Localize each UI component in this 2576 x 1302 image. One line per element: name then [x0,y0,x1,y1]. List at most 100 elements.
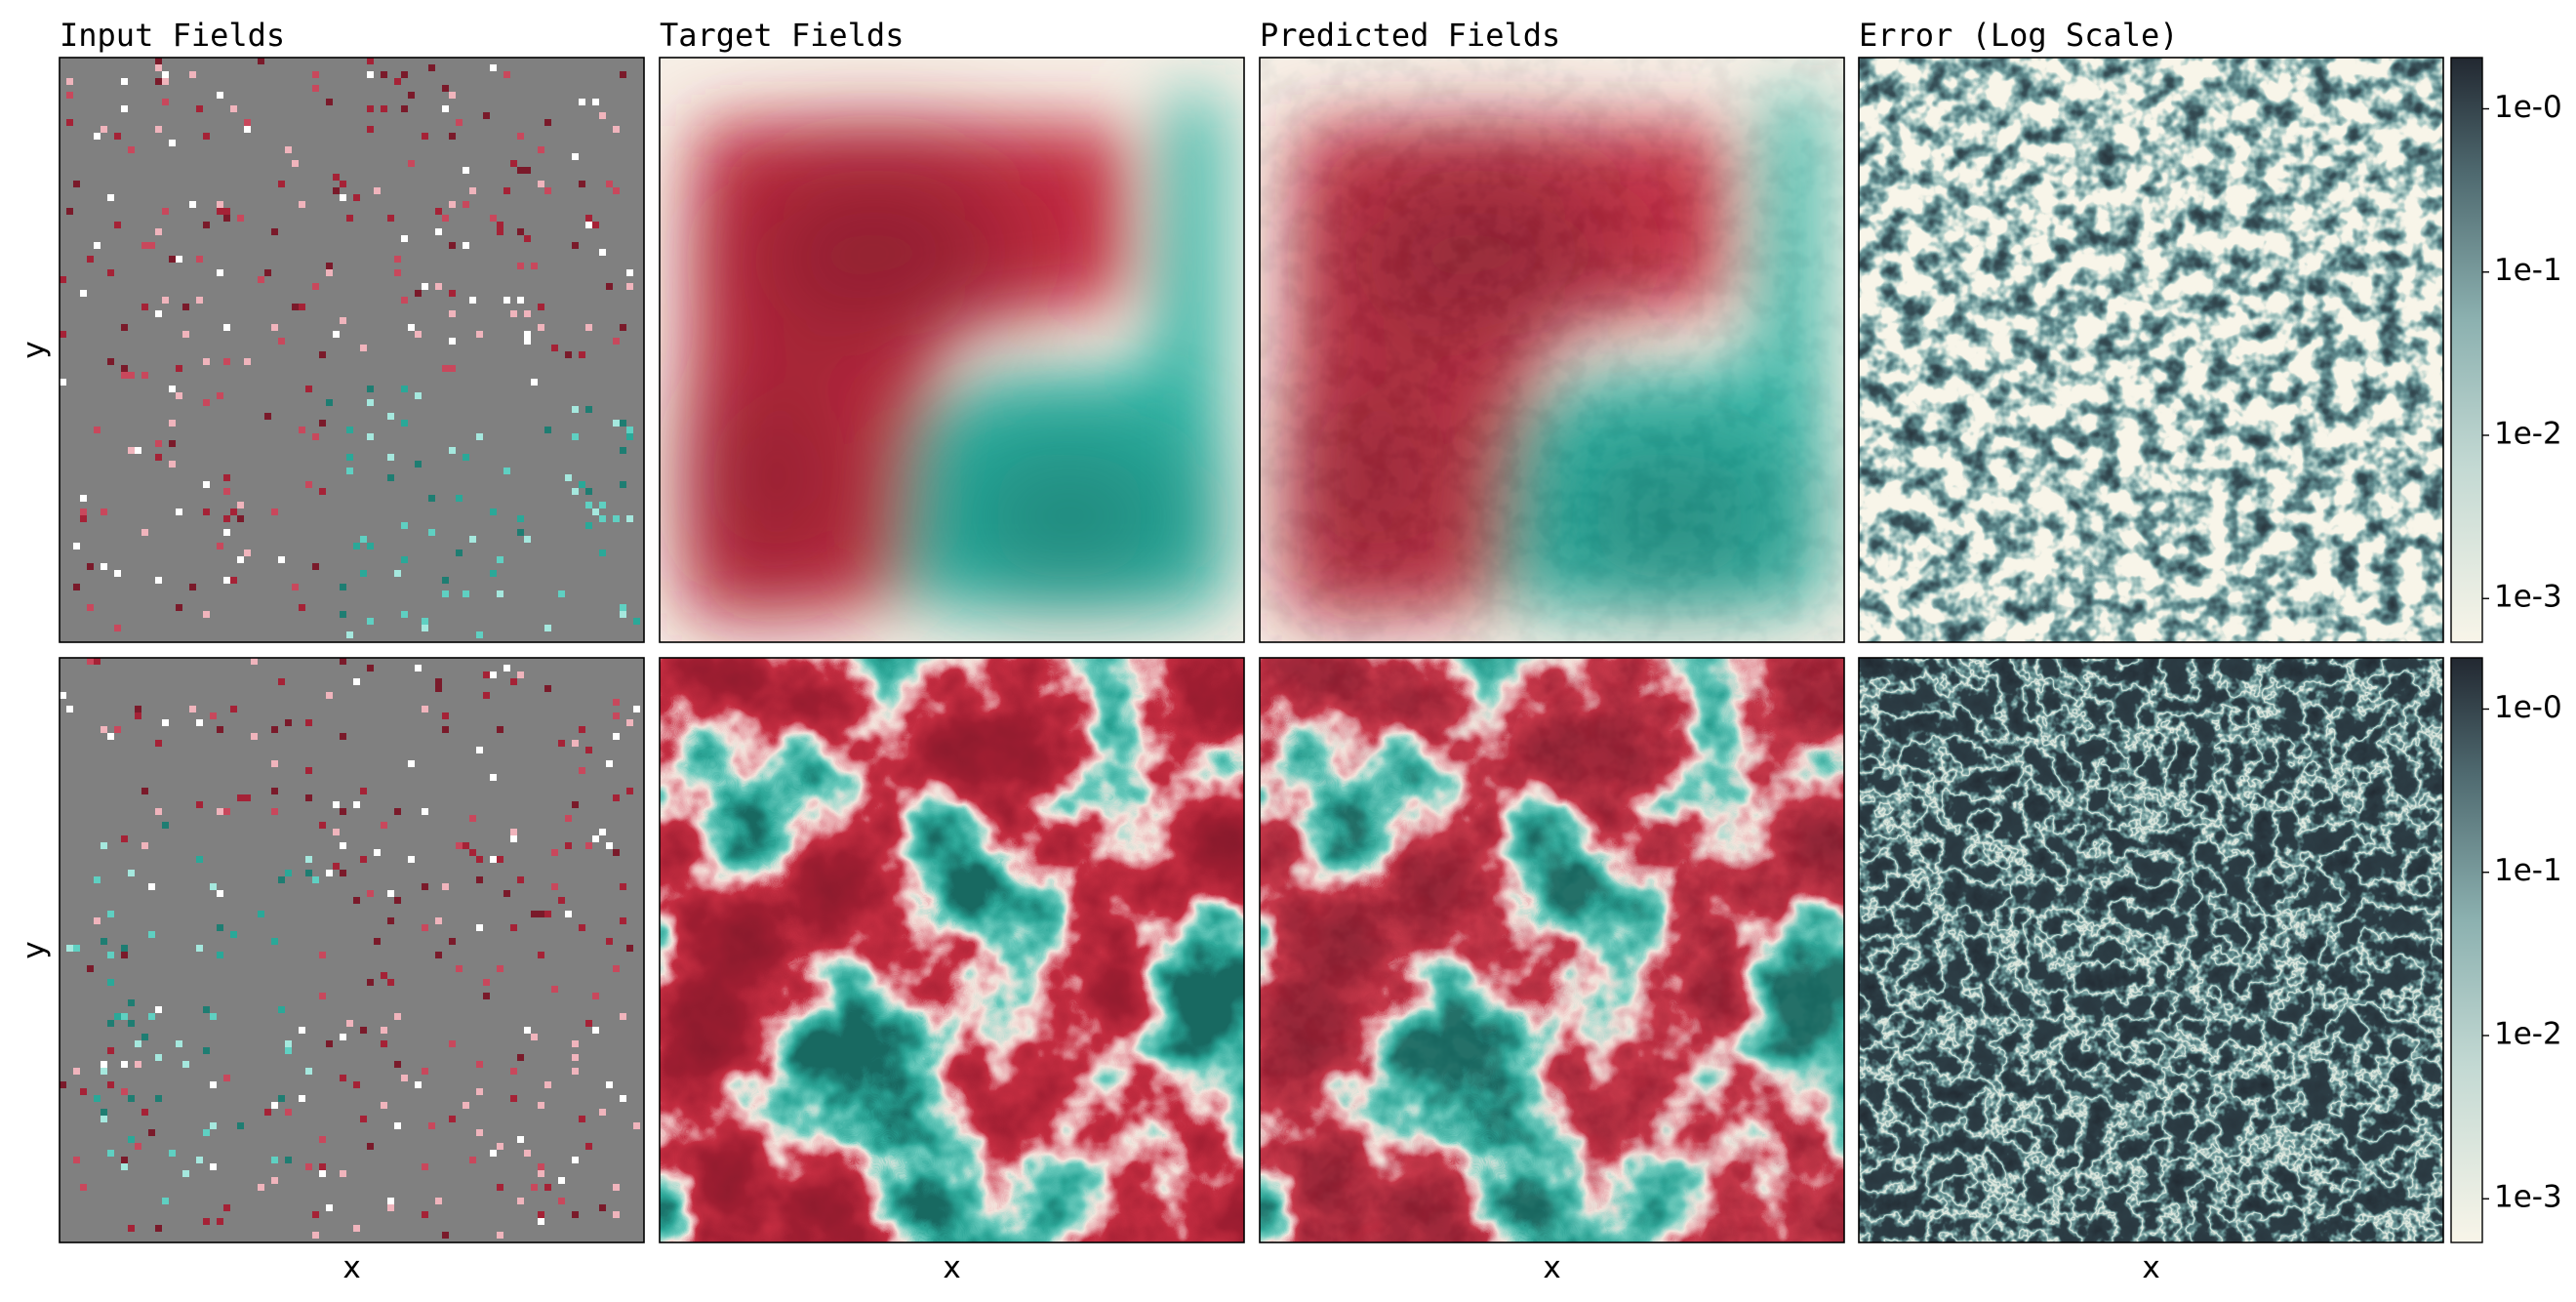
observation [210,1081,217,1088]
observation [217,201,223,208]
observation [606,760,613,767]
observation [155,228,162,235]
observation [558,740,565,747]
observation [285,146,292,153]
observation [442,712,449,719]
observation [626,788,633,794]
observation [271,509,278,515]
observation [449,290,456,297]
observation [148,1013,155,1020]
observation [387,215,394,222]
observation [456,842,463,849]
observation [367,386,374,392]
observation [422,924,428,931]
observation [223,474,230,481]
observation [483,692,490,699]
observation [121,372,128,379]
observation [401,297,408,304]
observation [299,201,305,208]
observation [60,692,66,699]
observation [217,726,223,733]
observation [558,897,565,904]
observation [408,856,415,863]
observation [599,502,606,509]
observation [223,1075,230,1081]
observation [141,242,148,249]
observation [155,808,162,815]
observation [524,1150,531,1157]
observation [285,719,292,726]
observation [94,876,101,883]
colorbar-tick-label: 1e-2 [2494,416,2562,451]
observation [94,1095,101,1102]
observation [285,870,292,876]
observation [203,1047,210,1054]
observation [408,324,415,331]
observation [394,1013,401,1020]
observation [101,509,107,515]
observation [401,71,408,78]
observation [585,222,592,228]
observation [237,515,244,522]
observation [381,1040,387,1047]
observation [579,726,585,733]
observation [579,181,585,187]
observation [66,92,73,99]
observation [155,1054,162,1061]
observation [633,706,640,712]
observation [599,249,606,256]
observation [497,1143,503,1150]
observation [121,1061,128,1068]
observation [353,543,360,549]
observation [476,1088,483,1095]
observation [223,515,230,522]
observation [271,938,278,945]
observation [620,481,626,488]
observation [381,71,387,78]
panel-frame [1259,657,1845,1243]
observation [572,1054,579,1061]
observation [408,760,415,767]
observation [128,372,135,379]
observation [415,665,422,671]
observation [442,365,449,372]
observation [196,105,203,112]
observation [469,536,476,543]
observation [244,549,251,556]
observation [510,160,517,167]
observation [169,386,176,392]
observation [353,678,360,685]
observation [326,870,333,876]
observation [169,440,176,447]
observation [620,604,626,611]
observation [305,767,312,774]
observation [565,815,572,822]
observation [271,760,278,767]
observation [490,215,497,222]
observation [107,194,114,201]
observation [271,1157,278,1163]
observation [264,1109,271,1116]
observation [66,706,73,712]
panel-title: Target Fields [660,17,904,54]
observation [435,917,442,924]
observation [538,304,544,310]
observation [305,856,312,863]
colorbar [2450,57,2483,643]
observation [182,1061,189,1068]
observation [312,1232,319,1239]
observation [463,454,469,461]
observation [271,1177,278,1184]
x-axis-label: x [943,1250,960,1285]
masked-background [60,58,644,642]
panel-frame [659,657,1245,1243]
observation [517,167,524,174]
observation [367,105,374,112]
observation [422,283,428,290]
observation [538,181,544,187]
observation [271,1102,278,1109]
observation [251,658,258,665]
observation [312,433,319,440]
observation [155,1095,162,1102]
